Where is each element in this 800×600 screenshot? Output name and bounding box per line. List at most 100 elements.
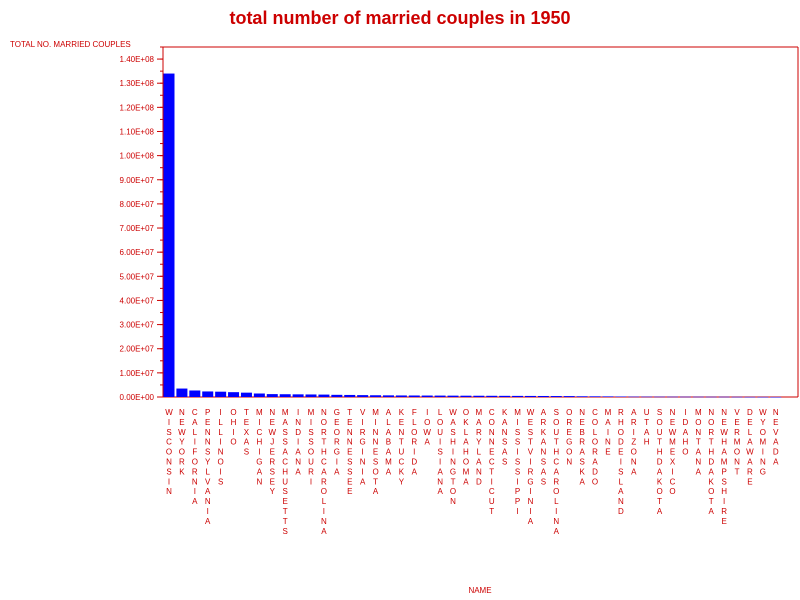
bar <box>770 396 782 398</box>
y-tick-label: 1.00E+08 <box>120 152 155 161</box>
y-tick-label: 2.00E+07 <box>120 345 155 354</box>
bar <box>189 390 201 397</box>
bar <box>666 396 678 398</box>
bar <box>292 394 304 397</box>
bar <box>370 395 382 397</box>
y-tick-label: 7.00E+07 <box>120 224 155 233</box>
y-tick-label: 1.30E+08 <box>120 79 155 88</box>
bar <box>602 396 614 397</box>
bar <box>228 392 240 397</box>
y-tick-label: 4.00E+07 <box>120 296 155 305</box>
y-tick-label: 6.00E+07 <box>120 248 155 257</box>
bar <box>434 395 446 397</box>
y-axis-label: TOTAL NO. MARRIED COUPLES <box>10 40 131 49</box>
bar <box>537 395 549 397</box>
bar <box>202 391 214 397</box>
y-tick-label: 1.40E+08 <box>120 55 155 64</box>
y-tick-label: 1.10E+08 <box>120 127 155 136</box>
bar <box>266 394 278 397</box>
bar <box>628 396 640 398</box>
x-axis-label: NAME <box>468 586 491 595</box>
bar <box>692 396 704 398</box>
bar <box>563 396 575 397</box>
bar <box>305 394 317 397</box>
bar <box>357 395 369 397</box>
y-tick-label: 5.00E+07 <box>120 272 155 281</box>
y-tick-label: 9.00E+07 <box>120 176 155 185</box>
bar <box>486 395 498 397</box>
bar <box>679 396 691 398</box>
y-tick-label: 8.00E+07 <box>120 200 155 209</box>
bar <box>460 395 472 397</box>
bar <box>654 396 666 398</box>
bar <box>576 396 588 397</box>
bar <box>344 394 356 397</box>
bar <box>408 395 420 397</box>
bar <box>512 395 524 397</box>
bar <box>240 392 252 397</box>
y-axis-ticks: 0.00E+00 1.00E+07 2.00E+07 3.00E+07 4.00E+07… <box>120 46 163 402</box>
bar <box>253 393 265 397</box>
x-axis-category-labels: W I S C O N S I N N E W Y O R K C A L I F O R N I A P E N N S Y L V A N I A I L… <box>165 408 779 536</box>
bar <box>318 394 330 397</box>
bar <box>163 73 175 397</box>
bar <box>524 395 536 397</box>
bar <box>641 396 653 398</box>
bar <box>421 395 433 397</box>
bar <box>176 388 188 397</box>
bar <box>757 396 769 398</box>
bar-series <box>163 73 782 398</box>
bar <box>550 396 562 397</box>
chart-title: total number of married couples in 1950 <box>229 8 570 28</box>
bar <box>331 394 343 397</box>
bar <box>615 396 627 398</box>
bar <box>215 391 227 397</box>
bar <box>744 396 756 398</box>
y-tick-label: 0.00E+00 <box>120 393 155 402</box>
bar <box>705 396 717 398</box>
bar <box>731 396 743 398</box>
bar <box>718 396 730 398</box>
y-tick-label: 3.00E+07 <box>120 321 155 330</box>
bar <box>279 394 291 397</box>
y-tick-label: 1.00E+07 <box>120 369 155 378</box>
bar <box>499 395 511 397</box>
